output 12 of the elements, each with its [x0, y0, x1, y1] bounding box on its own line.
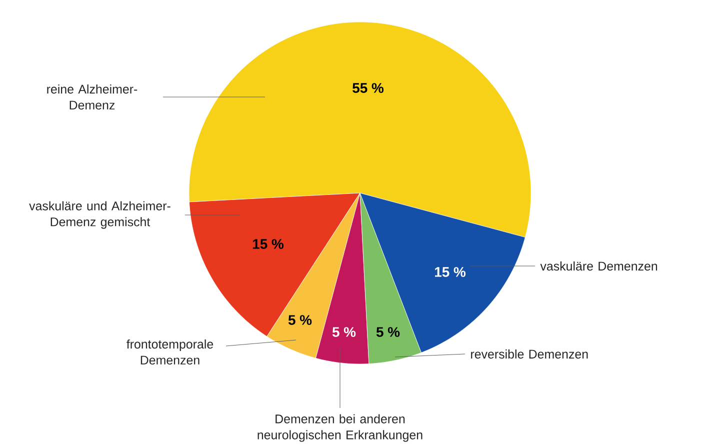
slice-label: Demenzen bei anderen neurologischen Erkrankungen — [258, 414, 422, 442]
data-label: 55 % — [352, 83, 384, 93]
data-label: 15 % — [434, 267, 466, 277]
data-label: 5 % — [288, 315, 312, 325]
data-label: 5 % — [376, 327, 400, 337]
data-label: 15 % — [252, 239, 284, 249]
slice-label: reine Alzheimer-Demenz — [47, 84, 138, 110]
slice-label: vaskuläre und Alzheimer-Demenz gemischt — [29, 201, 170, 229]
data-label: 5 % — [332, 327, 356, 337]
slice-label: reversible Demenzen — [471, 349, 588, 359]
slice-label: frontotemporale Demenzen — [126, 339, 214, 365]
slice-label: vaskuläre Demenzen — [540, 261, 658, 271]
